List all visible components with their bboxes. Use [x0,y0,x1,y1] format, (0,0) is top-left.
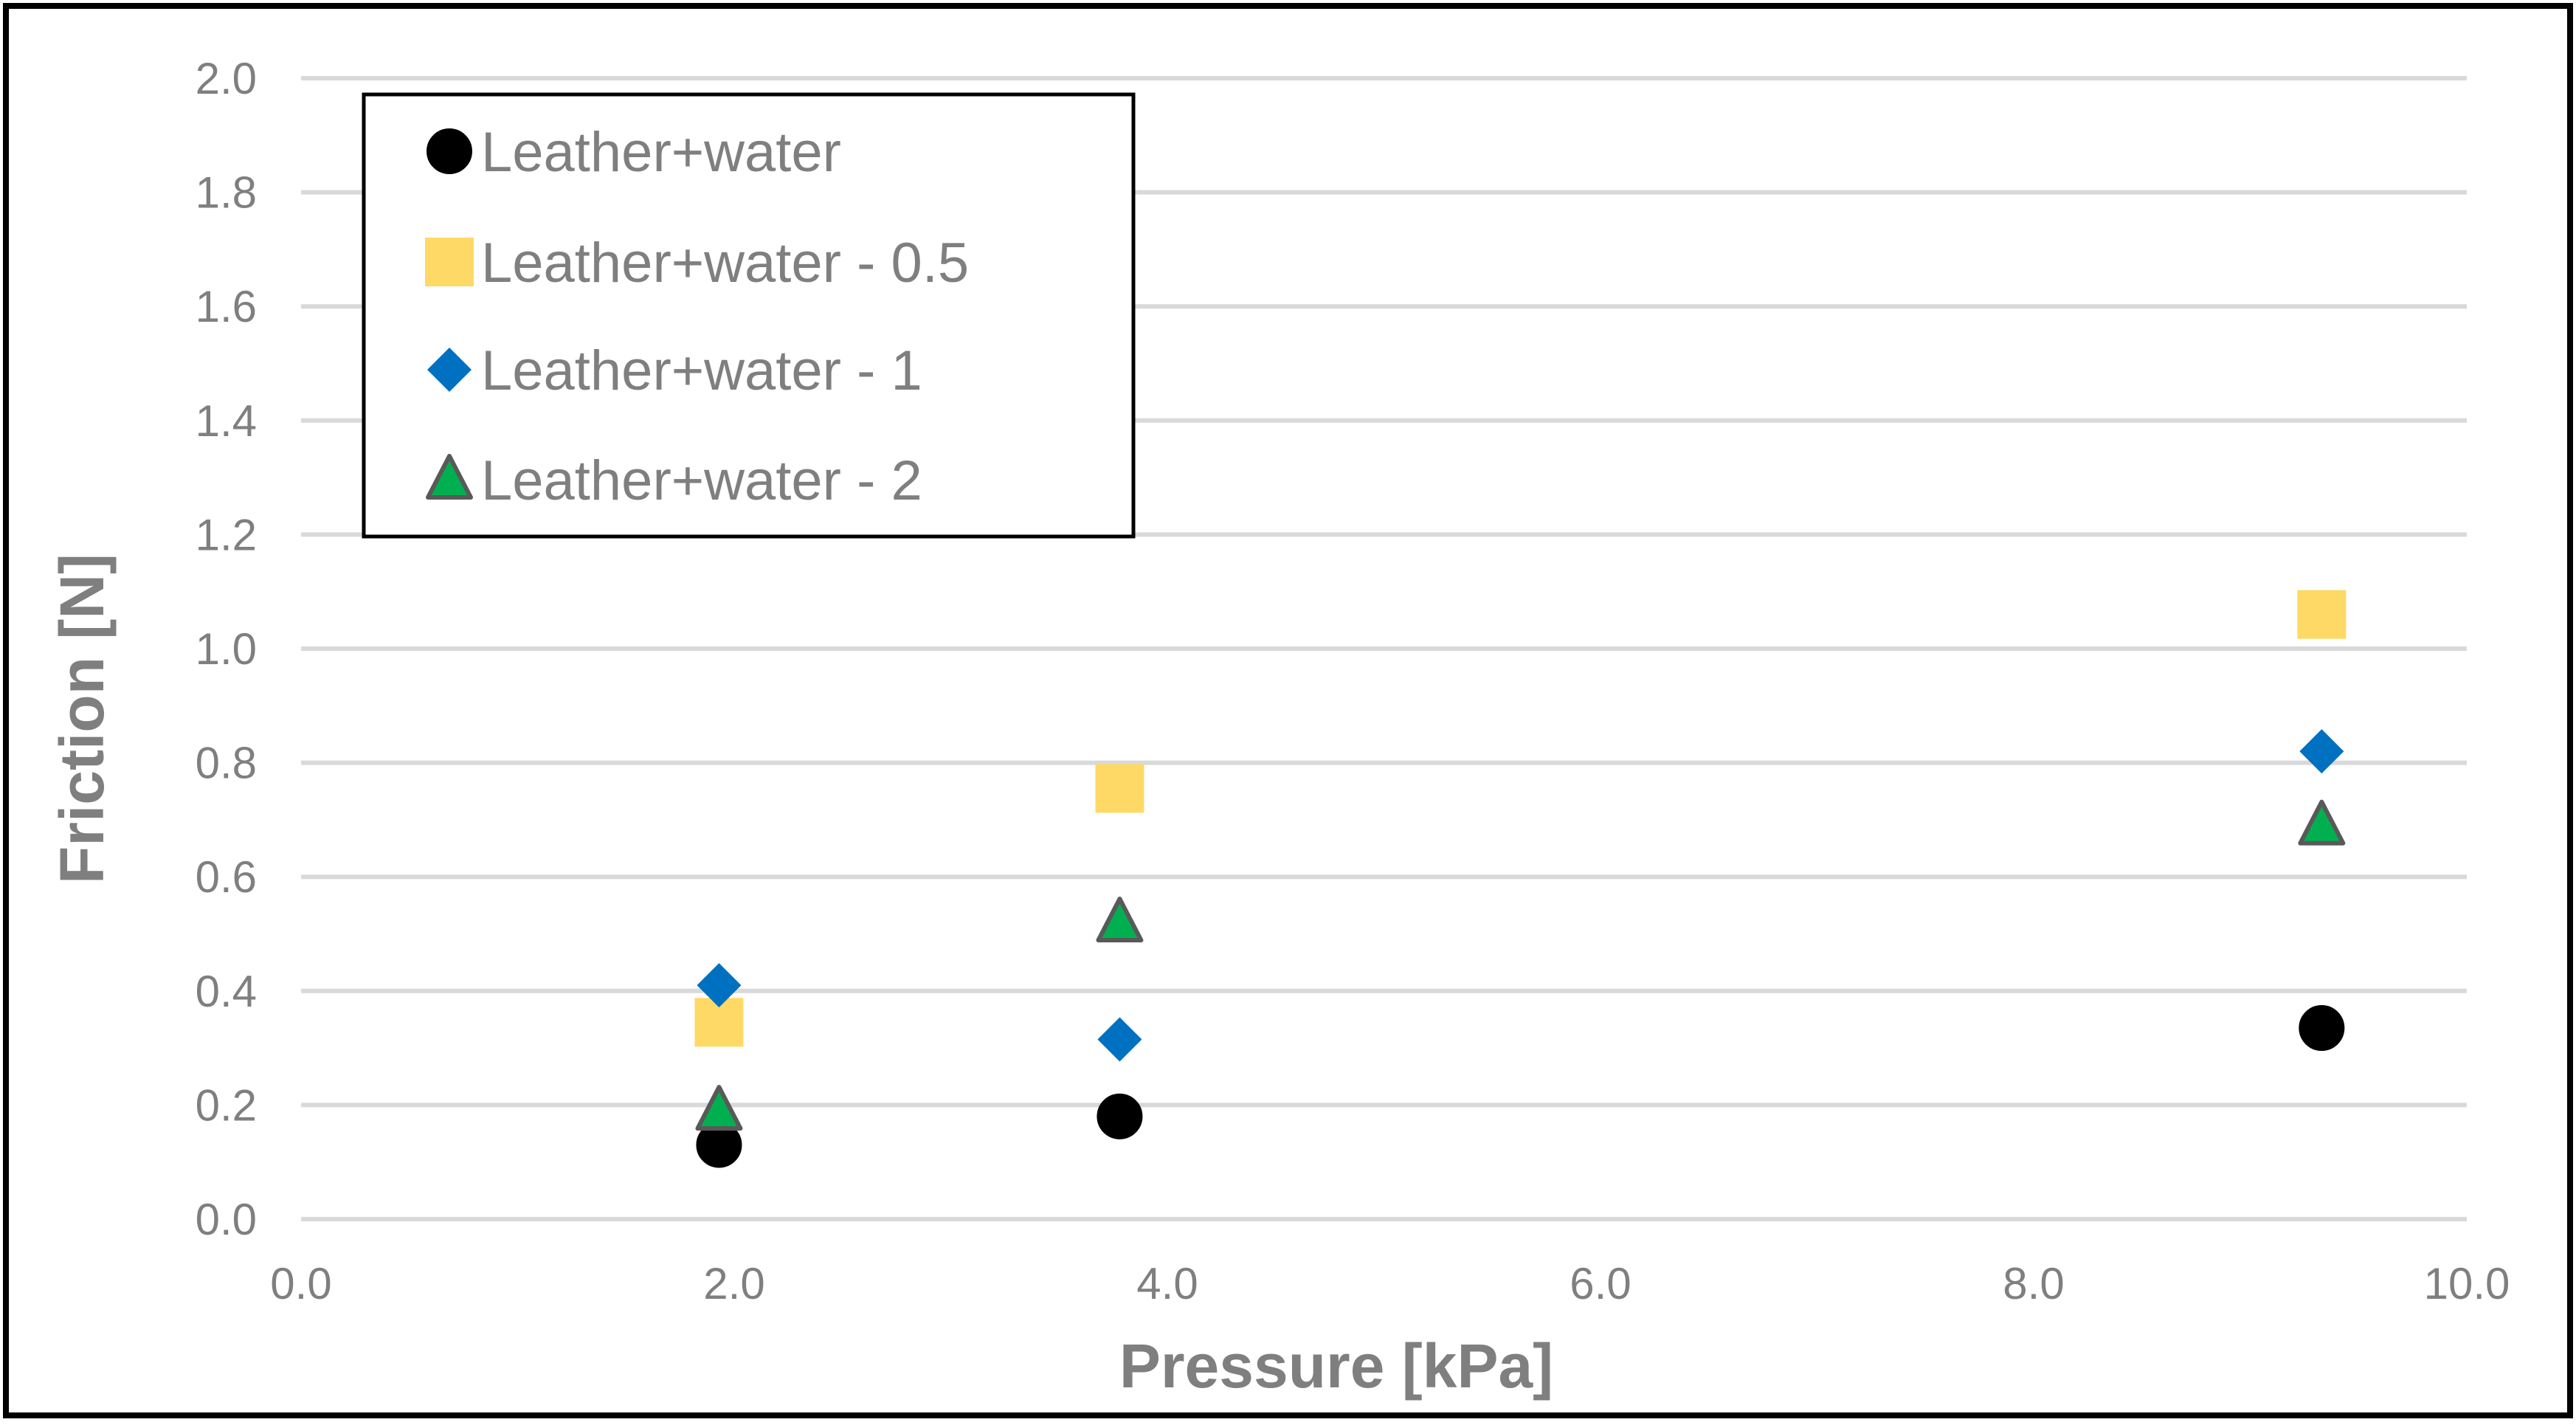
diamond-point [1097,1017,1142,1062]
series-diamond [697,729,2344,1062]
circle-point [1097,1093,1143,1139]
diamond-point [2299,729,2344,774]
square-point [1095,764,1144,813]
legend-label: Leather+water [481,121,841,184]
x-axis-title: Pressure [kPa] [1119,1331,1553,1401]
legend-label: Leather+water - 1 [481,339,922,402]
y-tick-label: 1.4 [196,396,257,446]
legend: Leather+water Leather+water - 0.5 Leather+… [362,92,1136,539]
series-triangle [695,799,2346,1131]
x-tick-label: 10.0 [2424,1259,2510,1308]
y-tick-label: 1.0 [196,624,257,674]
legend-item: Leather+water - 1 [427,339,922,402]
x-tick-label: 6.0 [1570,1259,1631,1308]
y-tick-label: 0.8 [196,739,257,788]
x-tick-label: 2.0 [703,1259,764,1308]
y-tick-label: 1.6 [196,282,257,331]
legend-item: Leather+water [427,121,841,184]
y-tick-label: 0.4 [196,967,257,1016]
triangle-point [2298,799,2346,846]
square-point [2297,590,2347,639]
diamond-point [697,963,742,1008]
y-tick-label: 1.8 [196,168,257,218]
circle-point [2299,1005,2345,1052]
triangle-point [1096,897,1144,943]
legend-label: Leather+water - 2 [481,449,922,512]
series-circle [696,1005,2345,1168]
y-tick-label: 1.2 [196,510,257,559]
legend-diamond-marker [427,348,472,392]
y-tick-label: 2.0 [196,54,257,103]
tick-labels: 0.0 0.2 0.4 0.6 0.8 1.0 1.2 1.4 1.6 1.8 2.0 0.0 2.0 4… [196,54,2510,1308]
y-axis-title: Friction [N] [47,553,117,884]
legend-item: Leather+water - 2 [426,449,922,512]
legend-triangle-marker [426,454,473,500]
series-square [694,590,2347,1047]
legend-circle-marker [427,128,472,174]
y-tick-label: 0.2 [196,1080,257,1130]
x-tick-label: 0.0 [270,1259,331,1308]
legend-square-marker [425,238,474,286]
y-tick-label: 0.0 [196,1195,257,1244]
legend-box [362,92,1136,539]
data-points [694,590,2347,1168]
legend-item: Leather+water - 0.5 [425,232,969,294]
y-tick-label: 0.6 [196,852,257,902]
x-tick-label: 4.0 [1136,1259,1198,1308]
x-tick-label: 8.0 [2003,1259,2064,1308]
legend-label: Leather+water - 0.5 [481,232,969,294]
triangle-point [695,1085,743,1131]
